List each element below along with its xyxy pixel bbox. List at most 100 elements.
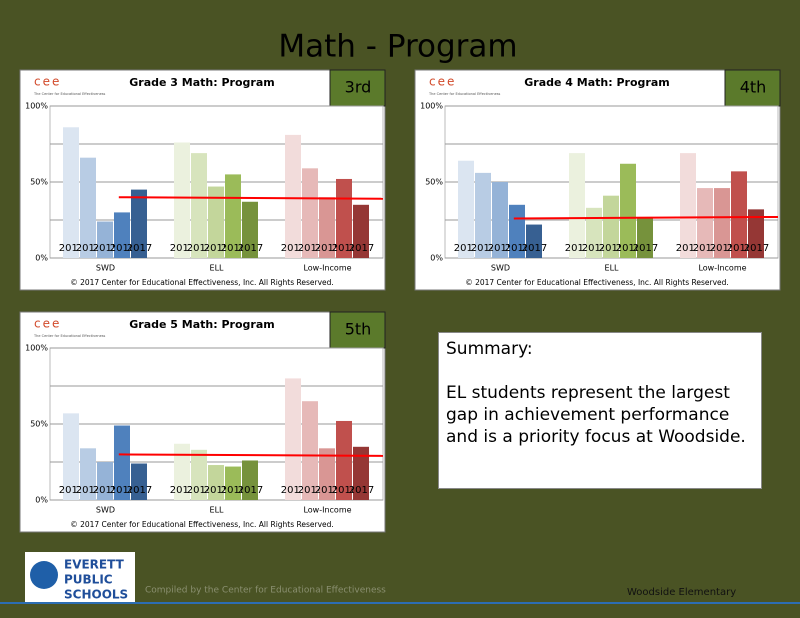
- series-label: 2017: [127, 243, 152, 254]
- bar: [569, 153, 585, 258]
- bar: [242, 201, 258, 258]
- series-label: 2016: [221, 243, 246, 254]
- series-label: 2016: [727, 243, 752, 254]
- y-tick-label: 100%: [25, 344, 48, 353]
- bar: [191, 153, 207, 258]
- bar: [475, 172, 491, 258]
- chart-title: Grade 5 Math: Program: [129, 318, 274, 331]
- series-label: 2014: [76, 485, 101, 496]
- bar: [131, 189, 147, 258]
- bar: [336, 420, 352, 500]
- x-tick-label: SWD: [96, 264, 115, 273]
- logo-text: cee: [429, 75, 456, 89]
- bar: [458, 160, 474, 258]
- series-label: 2015: [315, 485, 340, 496]
- series-label: 2013: [676, 243, 701, 254]
- bar: [319, 448, 335, 500]
- chart-footnote: © 2017 Center for Educational Effectiven…: [70, 278, 334, 287]
- series-label: 2015: [204, 485, 229, 496]
- summary-box: Summary: EL students represent the large…: [438, 332, 762, 489]
- series-label: 2014: [298, 243, 323, 254]
- grade-label-box: [329, 311, 386, 349]
- chart-footnote: © 2017 Center for Educational Effectiven…: [70, 520, 334, 529]
- series-label: 2016: [221, 485, 246, 496]
- series-label: 2017: [238, 243, 263, 254]
- bar: [97, 462, 113, 500]
- y-tick-label: 0%: [430, 254, 443, 263]
- logo-text: cee: [34, 317, 61, 331]
- x-tick-label: Low-Income: [303, 264, 351, 273]
- bar: [586, 207, 602, 258]
- summary-text: EL students represent the largest gap in…: [446, 383, 746, 447]
- slide-title: Math - Program: [278, 29, 517, 65]
- bar: [225, 174, 241, 258]
- series-label: 2014: [582, 243, 607, 254]
- chart: cee The Center for Educational Effectiven…: [19, 69, 386, 291]
- bar: [174, 142, 190, 258]
- series-label: 2017: [633, 243, 658, 254]
- series-label: 2015: [710, 243, 735, 254]
- series-label: 2014: [471, 243, 496, 254]
- logo-text: cee: [34, 75, 61, 89]
- y-tick-label: 100%: [25, 102, 48, 111]
- reference-line: [118, 196, 384, 200]
- y-tick-label: 100%: [420, 102, 443, 111]
- bar: [191, 449, 207, 500]
- series-label: 2013: [170, 243, 195, 254]
- summary-heading: Summary:: [446, 339, 533, 359]
- bar: [242, 460, 258, 500]
- series-label: 2014: [187, 485, 212, 496]
- x-tick-label: ELL: [210, 264, 225, 273]
- series-label: 2017: [238, 485, 263, 496]
- y-tick-label: 50%: [30, 420, 48, 429]
- series-label: 2016: [616, 243, 641, 254]
- bar: [80, 448, 96, 500]
- grade-label: 4th: [740, 78, 767, 97]
- district-logo-text: PUBLIC: [64, 573, 113, 587]
- reference-line: [513, 215, 779, 220]
- bar: [285, 378, 301, 500]
- bar: [697, 188, 713, 258]
- bar: [225, 466, 241, 500]
- series-label: 2015: [93, 243, 118, 254]
- series-label: 2015: [599, 243, 624, 254]
- grade-label: 5th: [345, 320, 372, 339]
- bar: [131, 463, 147, 500]
- series-label: 2017: [522, 243, 547, 254]
- bar: [526, 224, 542, 258]
- series-label: 2015: [204, 243, 229, 254]
- series-label: 2016: [332, 243, 357, 254]
- grade-label-box: [724, 69, 781, 107]
- bar: [637, 216, 653, 258]
- bar: [603, 195, 619, 258]
- bar: [114, 425, 130, 500]
- district-logo-text: SCHOOLS: [64, 588, 128, 602]
- logo-caption: The Center for Educational Effectiveness: [428, 92, 501, 96]
- series-label: 2017: [744, 243, 769, 254]
- bar: [353, 204, 369, 258]
- series-label: 2013: [281, 485, 306, 496]
- x-tick-label: Low-Income: [303, 506, 351, 515]
- district-logo-text: EVERETT: [64, 558, 125, 572]
- district-logo-icon: [30, 561, 58, 589]
- bar: [680, 153, 696, 258]
- series-label: 2014: [76, 243, 101, 254]
- bar: [302, 168, 318, 258]
- chart: cee The Center for Educational Effectiven…: [414, 69, 781, 291]
- x-tick-label: Low-Income: [698, 264, 746, 273]
- footer-credit: Compiled by the Center for Educational E…: [145, 586, 386, 596]
- y-tick-label: 0%: [35, 496, 48, 505]
- bar: [714, 188, 730, 258]
- series-label: 2014: [693, 243, 718, 254]
- y-tick-label: 50%: [30, 178, 48, 187]
- series-label: 2016: [505, 243, 530, 254]
- series-label: 2016: [332, 485, 357, 496]
- x-tick-label: SWD: [96, 506, 115, 515]
- series-label: 2017: [127, 485, 152, 496]
- bar: [80, 157, 96, 258]
- footer-school: Woodside Elementary: [627, 587, 736, 598]
- series-label: 2016: [110, 485, 135, 496]
- bar: [63, 413, 79, 500]
- bar: [208, 186, 224, 258]
